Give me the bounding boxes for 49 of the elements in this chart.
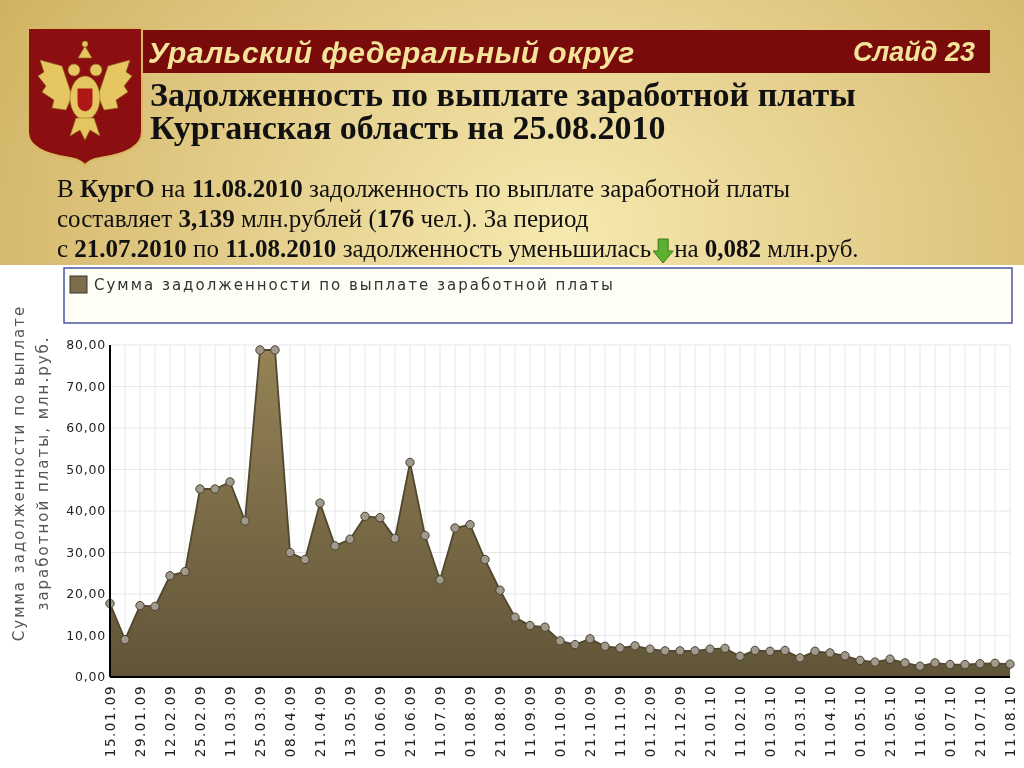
x-tick-label: 21.03.10 [791, 685, 808, 758]
legend-label: Сумма задолженности по выплате заработной платы [94, 276, 615, 294]
y-tick-label: 60,00 [66, 420, 106, 436]
x-tick-label: 21.12.09 [671, 685, 688, 758]
x-tick-label: 11.08.10 [1001, 685, 1018, 758]
text: Слайд 23 [852, 37, 975, 67]
y-tick-label: 10,00 [66, 627, 106, 643]
text: составляет 3,139 млн.рублей (176 чел.). За период [57, 205, 589, 233]
y-tick-label: 70,00 [66, 378, 106, 394]
x-tick-label: 11.02.10 [731, 685, 748, 758]
x-tick-label: 11.09.09 [521, 685, 538, 758]
y-tick-label: 30,00 [66, 544, 106, 560]
y-tick-label: 40,00 [66, 503, 106, 519]
x-tick-label: 21.07.10 [971, 685, 988, 758]
text: Уральский федеральный округ [148, 36, 635, 69]
x-tick-label: 01.03.10 [761, 685, 778, 758]
x-tick-label: 01.12.09 [641, 685, 658, 758]
x-tick-label: 11.07.09 [431, 685, 448, 758]
y-tick-label: 20,00 [66, 586, 106, 602]
x-tick-label: 01.07.10 [941, 685, 958, 758]
y-axis-title: Сумма задолженности по выплате заработной платы, млн.руб. [10, 304, 53, 642]
x-tick-label: 11.11.09 [611, 685, 628, 758]
text: В КургО на 11.08.2010 задолженность по выплате заработной платы [57, 175, 791, 202]
x-tick-label: 08.04.09 [281, 685, 298, 758]
x-tick-label: 15.01.09 [101, 685, 118, 758]
x-tick-label: 21.01.10 [701, 685, 718, 758]
x-tick-label: 29.01.09 [131, 685, 148, 758]
x-tick-label: 25.03.09 [251, 685, 268, 758]
x-tick-label: 01.10.09 [551, 685, 568, 758]
text: с 21.07.2010 по 11.08.2010 задолженность уменьшилась [57, 235, 652, 262]
x-tick-label: 01.06.09 [371, 685, 388, 758]
x-tick-label: 21.08.09 [491, 685, 508, 758]
x-tick-label: 11.03.09 [221, 685, 238, 758]
y-tick-label: 80,00 [66, 337, 106, 353]
x-tick-label: 01.08.09 [461, 685, 478, 758]
chart-title: Задолженность по выплате заработной платы Курганская область на 25.08.2010 [150, 76, 856, 146]
y-tick-label: 50,00 [66, 461, 106, 477]
x-tick-label: 01.05.10 [851, 685, 868, 758]
x-tick-label: 13.05.09 [341, 685, 358, 758]
x-tick-label: 21.10.09 [581, 685, 598, 758]
y-tick-label: 0,00 [74, 669, 106, 685]
text: на 0,082 млн.руб. [674, 235, 859, 262]
x-tick-label: 11.04.10 [821, 685, 838, 758]
x-tick-label: 11.06.10 [911, 685, 928, 758]
x-tick-label: 25.02.09 [191, 685, 208, 758]
x-tick-label: 21.04.09 [311, 685, 328, 758]
x-tick-label: 12.02.09 [161, 685, 178, 758]
x-tick-label: 21.05.10 [881, 685, 898, 758]
x-tick-label: 21.06.09 [401, 685, 418, 758]
